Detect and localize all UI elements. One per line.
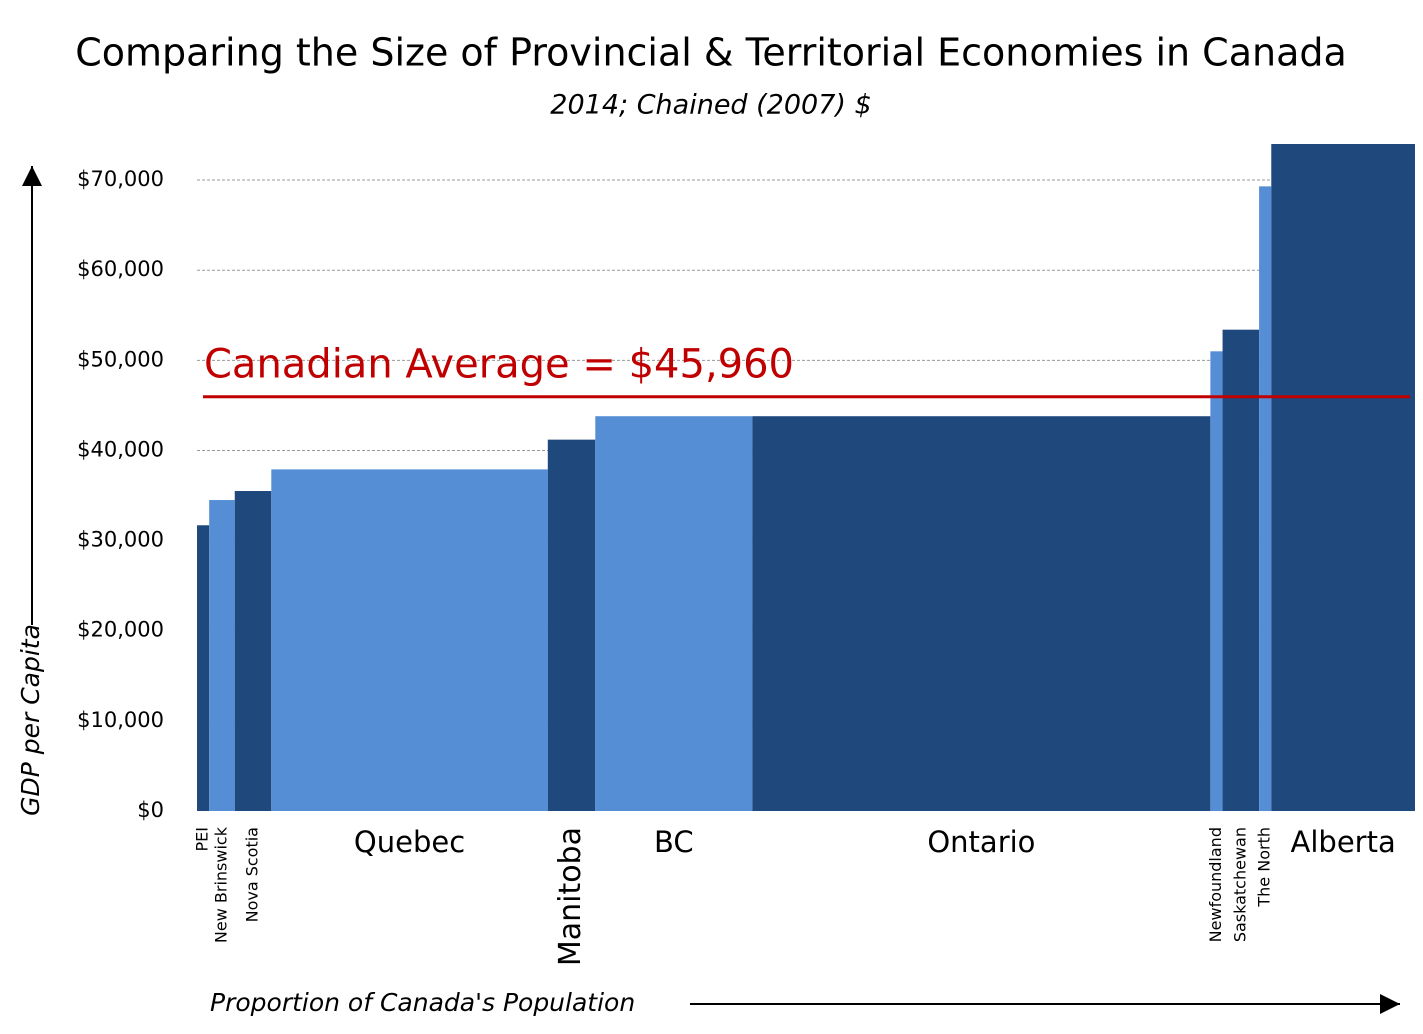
y-tick-label: $20,000 <box>77 618 164 642</box>
y-axis-label: GDP per Capita <box>16 624 45 816</box>
bar <box>595 416 753 811</box>
bar <box>1222 329 1260 811</box>
bar <box>209 500 235 811</box>
x-tick-label: Quebec <box>354 825 465 859</box>
bar <box>197 525 210 811</box>
chart-subtitle: 2014; Chained (2007) $ <box>550 90 871 121</box>
y-tick-label: $50,000 <box>77 347 164 371</box>
y-tick-label: $60,000 <box>77 257 164 281</box>
x-tick-label: The North <box>1255 827 1274 908</box>
y-tick-label: $0 <box>137 798 164 822</box>
x-tick-label: Saskatchewan <box>1230 827 1249 942</box>
x-tick-label: Newfoundland <box>1206 827 1225 942</box>
reference-label: Canadian Average = $45,960 <box>204 342 794 388</box>
x-tick-label: BC <box>654 825 694 859</box>
chart-title: Comparing the Size of Provincial & Terri… <box>75 31 1347 75</box>
y-tick-label: $30,000 <box>77 528 164 552</box>
x-tick-label: PEI <box>193 827 212 851</box>
y-tick-label: $70,000 <box>77 167 164 191</box>
bar <box>271 469 548 811</box>
bar <box>1259 186 1272 811</box>
x-tick-label: New Brinswick <box>211 826 230 943</box>
x-tick-label: Manitoba <box>553 827 588 966</box>
bar <box>234 491 272 811</box>
bar <box>1271 144 1415 811</box>
x-tick-label: Ontario <box>927 825 1035 859</box>
bar <box>547 439 596 811</box>
bar <box>752 416 1211 811</box>
bar <box>1210 351 1223 811</box>
y-tick-label: $40,000 <box>77 437 164 461</box>
x-axis-label: Proportion of Canada's Population <box>210 988 635 1017</box>
y-tick-label: $10,000 <box>77 708 164 732</box>
x-tick-label: Nova Scotia <box>243 827 262 922</box>
x-tick-label: Alberta <box>1291 825 1396 859</box>
